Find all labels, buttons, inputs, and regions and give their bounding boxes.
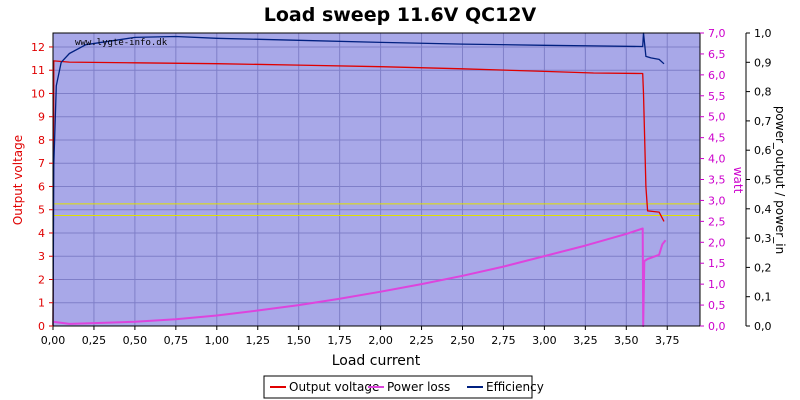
x-tick-label: 0,25 — [82, 334, 107, 347]
y-voltage-tick-label: 7 — [38, 157, 45, 170]
y-axis-voltage-label: Output voltage — [11, 135, 25, 225]
y-axis-efficiency-label: power_output / power_in — [773, 106, 787, 254]
x-tick-label: 1,25 — [245, 334, 270, 347]
reference-lines — [53, 203, 700, 217]
y-watt-tick-label: 4,0 — [708, 153, 726, 166]
y-efficiency-tick-label: 0,7 — [754, 115, 772, 128]
y-watt-tick-label: 2,5 — [708, 215, 726, 228]
x-axis-label: Load current — [332, 353, 421, 369]
x-tick-label: 3,50 — [614, 334, 639, 347]
y-voltage-tick-label: 4 — [38, 227, 45, 240]
watermark: www.lygte-info.dk — [75, 38, 168, 48]
y-voltage-tick-label: 8 — [38, 134, 45, 147]
y-watt-tick-label: 7,0 — [708, 27, 726, 40]
y-voltage-tick-label: 11 — [31, 64, 45, 77]
y-efficiency-tick-label: 0,6 — [754, 144, 772, 157]
y-voltage-tick-label: 5 — [38, 204, 45, 217]
y-efficiency-tick-label: 0,2 — [754, 261, 772, 274]
x-tick-label: 1,75 — [327, 334, 352, 347]
y-watt-tick-label: 5,0 — [708, 111, 726, 124]
y-efficiency-tick-label: 0,4 — [754, 203, 772, 216]
x-tick-label: 2,50 — [450, 334, 475, 347]
plot-area — [53, 33, 700, 326]
x-tick-label: 3,00 — [532, 334, 557, 347]
x-tick-label: 0,75 — [164, 334, 189, 347]
y-watt-tick-label: 3,5 — [708, 174, 726, 187]
y-watt-tick-label: 1,0 — [708, 278, 726, 291]
x-tick-label: 0,00 — [41, 334, 66, 347]
chart-title: Load sweep 11.6V QC12V — [264, 4, 537, 26]
y-voltage-tick-label: 1 — [38, 297, 45, 310]
y-efficiency-tick-label: 0,3 — [754, 232, 772, 245]
y-efficiency-tick-label: 0,9 — [754, 56, 772, 69]
x-tick-label: 2,25 — [409, 334, 434, 347]
y-voltage-tick-label: 0 — [38, 320, 45, 333]
y-axis-watt-label: watt — [731, 167, 745, 194]
y-watt-tick-label: 0,0 — [708, 320, 726, 333]
y-voltage-tick-label: 9 — [38, 111, 45, 124]
y-efficiency-tick-label: 1,0 — [754, 27, 772, 40]
y-efficiency-tick-label: 0,5 — [754, 174, 772, 187]
y-watt-tick-label: 5,5 — [708, 90, 726, 103]
x-tick-label: 2,75 — [491, 334, 516, 347]
x-tick-label: 2,00 — [368, 334, 393, 347]
grid — [52, 33, 700, 327]
x-tick-label: 3,75 — [655, 334, 680, 347]
series-line-output-voltage — [52, 60, 665, 327]
series-line-power-loss — [52, 227, 667, 327]
y-watt-tick-label: 6,5 — [708, 48, 726, 61]
y-voltage-tick-label: 3 — [38, 250, 45, 263]
y-watt-tick-label: 6,0 — [708, 69, 726, 82]
x-tick-label: 1,00 — [205, 334, 230, 347]
legend-box — [263, 375, 533, 399]
legend-label: Output voltage — [289, 380, 379, 394]
y-voltage-tick-label: 6 — [38, 180, 45, 193]
y-watt-tick-label: 2,0 — [708, 236, 726, 249]
legend: Output voltage Power loss Efficiency — [263, 375, 544, 399]
y-watt-tick-label: 3,0 — [708, 194, 726, 207]
y-efficiency-tick-label: 0,1 — [754, 291, 772, 304]
series-line-efficiency — [52, 32, 665, 327]
y-efficiency-tick-label: 0,0 — [754, 320, 772, 333]
y-watt-tick-label: 4,5 — [708, 132, 726, 145]
y-watt-tick-label: 1,5 — [708, 257, 726, 270]
legend-label: Efficiency — [486, 380, 544, 394]
x-tick-label: 3,25 — [573, 334, 598, 347]
y-axis-watt: 0,0 0,5 1,0 1,5 2,0 2,5 3,0 3,5 4,0 4,5 5,0 5,5 6,0 6… — [700, 27, 726, 333]
legend-label: Power loss — [387, 380, 450, 394]
y-voltage-tick-label: 12 — [31, 41, 45, 54]
series-group — [52, 32, 667, 327]
x-tick-label: 0,50 — [123, 334, 148, 347]
y-watt-tick-label: 0,5 — [708, 299, 726, 312]
y-voltage-tick-label: 10 — [31, 87, 45, 100]
y-voltage-tick-label: 2 — [38, 273, 45, 286]
y-efficiency-tick-label: 0,8 — [754, 86, 772, 99]
x-axis: 0,00 0,25 0,50 0,75 1,00 1,25 1,50 1,75 2,00 2,25… — [41, 326, 680, 347]
x-tick-label: 1,50 — [286, 334, 311, 347]
y-axis-efficiency: 0,0 0,1 0,2 0,3 0,4 0,5 0,6 0,7 0,8 0,9 1,0 — [745, 27, 772, 333]
